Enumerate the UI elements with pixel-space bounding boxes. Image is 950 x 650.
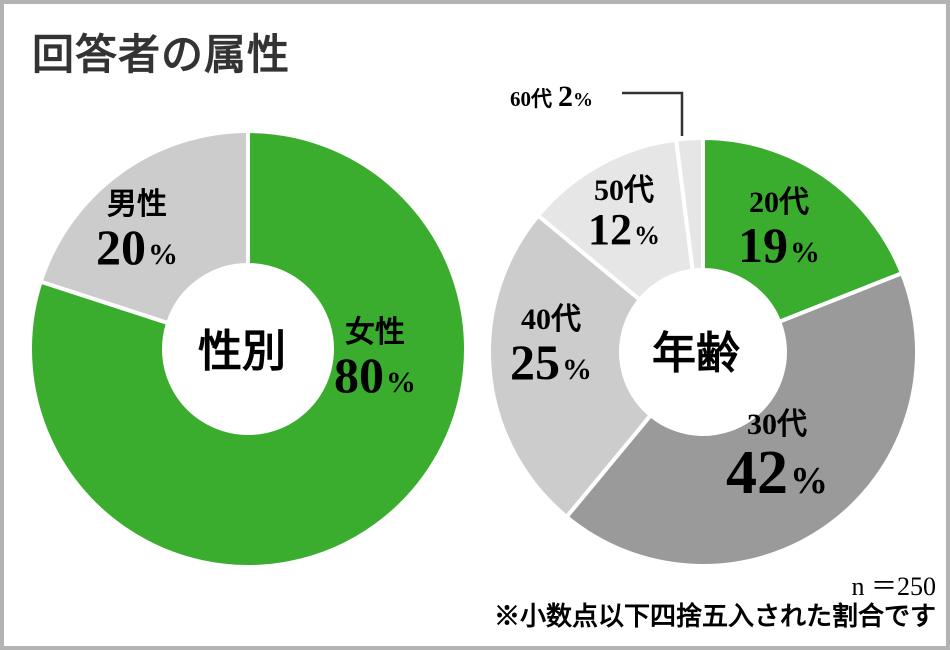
segment-value: 2 (558, 80, 573, 113)
segment-label-50s: 50代 12% (588, 174, 660, 254)
segment-label-30s: 30代 42% (726, 408, 828, 507)
segment-value: 12 (588, 205, 632, 254)
segment-value: 20 (96, 219, 146, 275)
callout-leader-line (622, 91, 684, 136)
donut-segment-30代 (563, 270, 919, 568)
age-donut-chart (487, 135, 919, 568)
segment-value: 25 (510, 334, 560, 390)
segment-label-60s: 60代 2% (510, 80, 593, 113)
donut-segment-20代 (701, 135, 905, 325)
gender-center-label: 性別 (198, 327, 286, 376)
segment-label-40s: 40代 25% (510, 303, 592, 390)
donut-segment-女性 (28, 128, 468, 569)
segment-label-20s: 20代 19% (738, 186, 820, 273)
gender-donut-chart (28, 128, 468, 569)
age-center-label: 年齢 (652, 329, 740, 378)
segment-value: 80 (334, 347, 384, 403)
chart-title: 回答者の属性 (32, 30, 291, 79)
segment-label-female: 女性 80% (334, 316, 416, 403)
sample-size-note: n ＝250 (851, 572, 936, 601)
donut-segment-50代 (535, 137, 695, 303)
segment-label-male: 男性 20% (96, 188, 178, 275)
donut-segment-男性 (38, 128, 250, 326)
donut-segment-60代 (673, 135, 705, 273)
segment-value: 42 (726, 439, 788, 507)
donut-segment-40代 (487, 212, 654, 520)
rounding-note: ※小数点以下四捨五入された割合です (493, 602, 936, 631)
segment-value: 19 (738, 217, 788, 273)
